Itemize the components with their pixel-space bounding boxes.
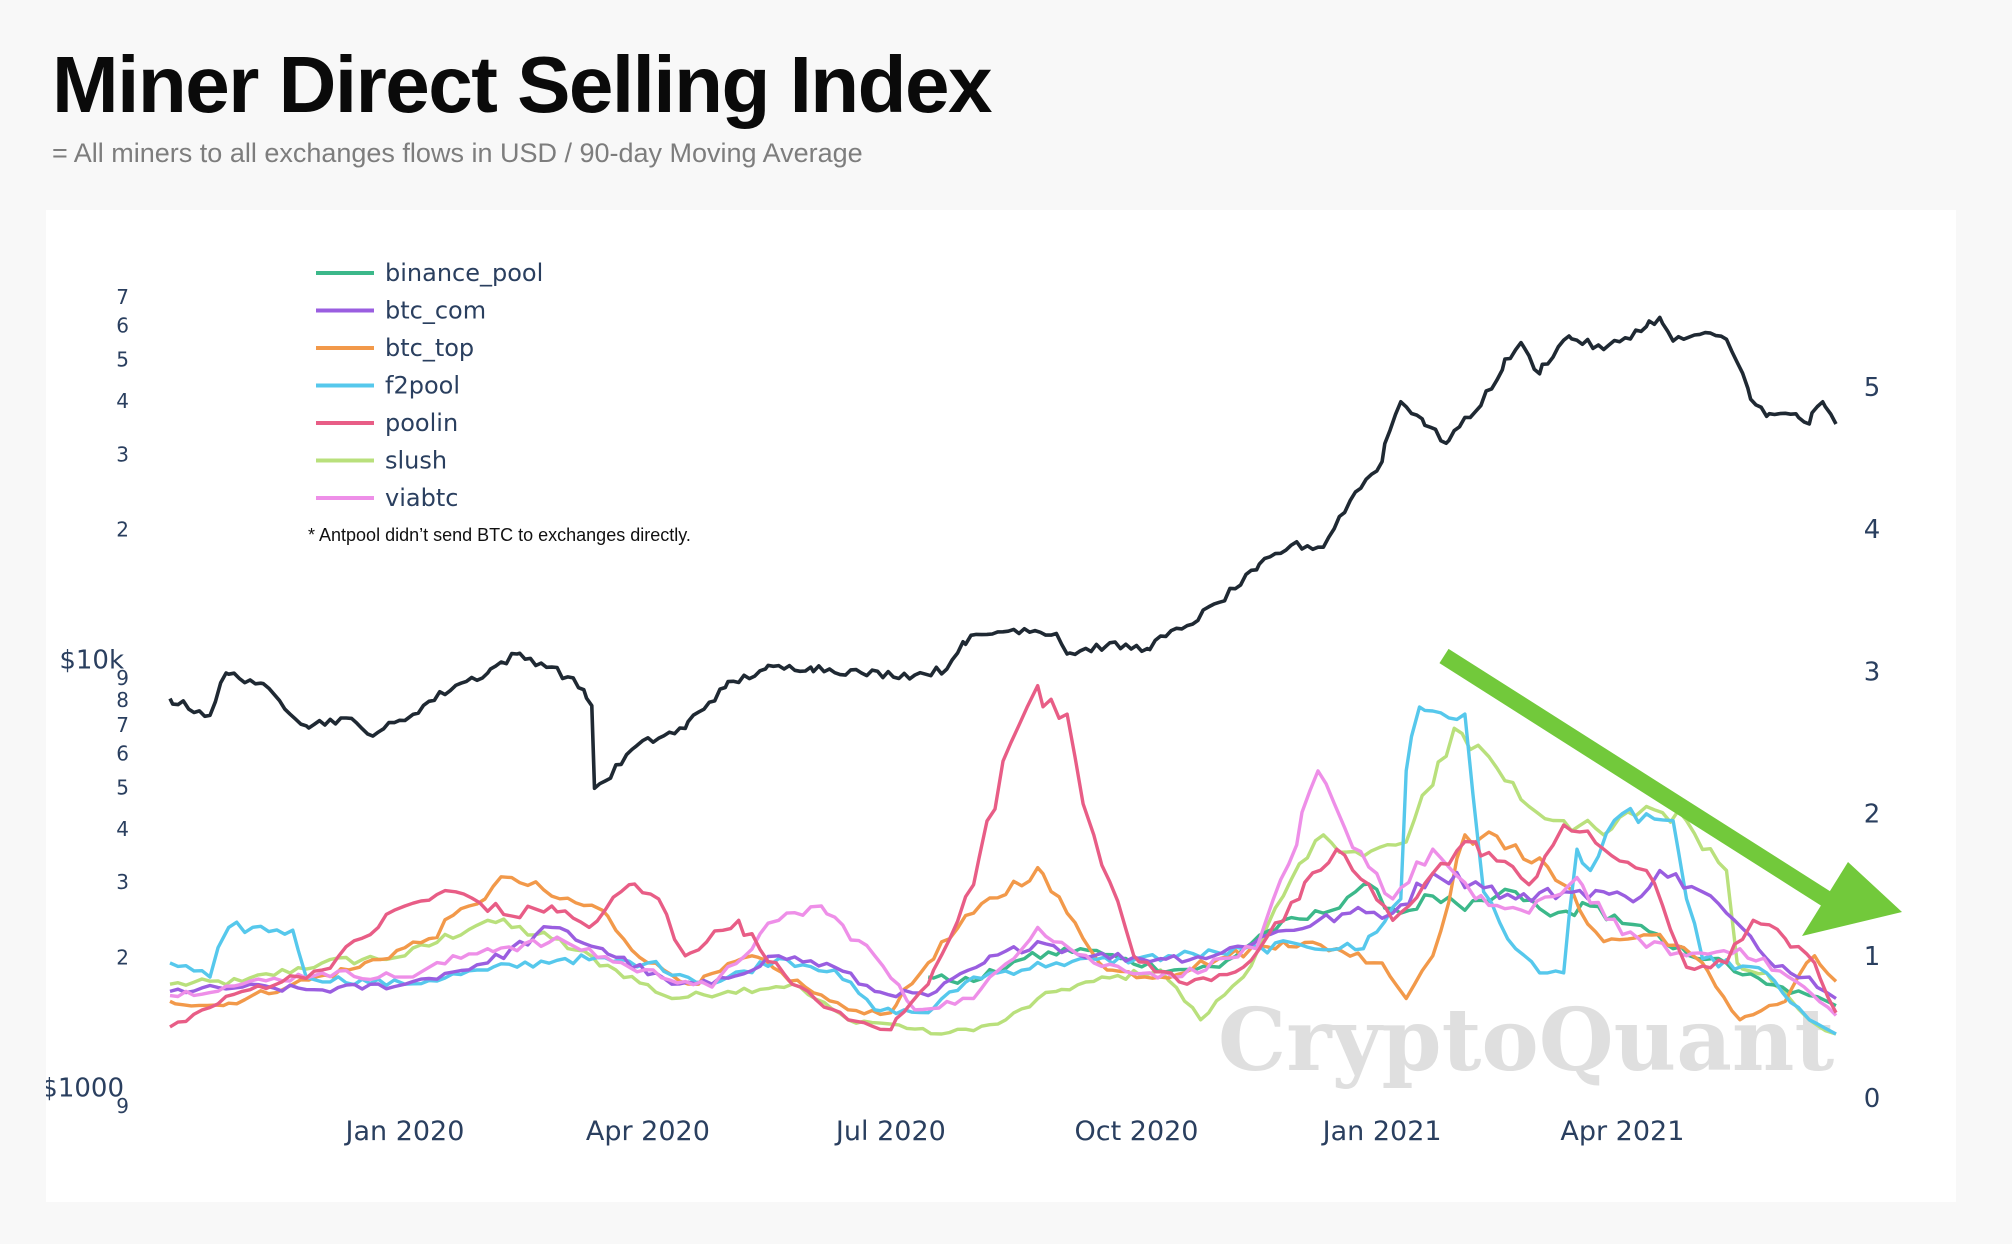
legend-label: f2pool — [385, 372, 460, 400]
right-axis-tick-label: 0 — [1864, 1084, 1881, 1114]
x-axis-ticks: Jan 2020 Apr 2020 Jul 2020 Oct 2020 Jan 2021… — [343, 1116, 1684, 1147]
right-axis-ticks: 0 1 2 3 4 5 — [1864, 373, 1881, 1114]
right-axis-tick-label: 1 — [1864, 942, 1881, 972]
legend-item-btc-com[interactable]: btc_com — [316, 297, 486, 325]
series-line-f2pool — [169, 705, 1837, 1036]
x-axis-tick-label: Oct 2020 — [1075, 1116, 1199, 1147]
left-axis-tick-label: 5 — [116, 775, 129, 799]
watermark-text: CryptoQuant — [1218, 990, 1835, 1091]
left-axis-tick-label: $10k — [59, 645, 124, 675]
right-axis-tick-label: 2 — [1864, 800, 1881, 830]
left-axis-tick-label: 8 — [116, 688, 129, 712]
left-axis-tick-label: 3 — [116, 870, 129, 894]
left-axis-tick-label: 4 — [116, 817, 129, 841]
legend-label: binance_pool — [385, 259, 543, 287]
legend-item-btc-top[interactable]: btc_top — [316, 334, 474, 362]
series-line-poolin — [169, 683, 1838, 1032]
series-line-viabtc — [169, 769, 1838, 1017]
trend-arrow-head — [1802, 862, 1902, 936]
watermark-group: CryptoQuant — [1218, 990, 1835, 1091]
left-axis-tick-label: 5 — [116, 347, 129, 371]
left-axis-tick-label: 6 — [116, 741, 129, 765]
series-line-btc-top — [169, 830, 1838, 1022]
left-axis-tick-label: 4 — [116, 389, 129, 413]
miner-series-lines — [169, 683, 1838, 1036]
right-axis-tick-label: 5 — [1864, 373, 1881, 403]
legend-item-binance-pool[interactable]: binance_pool — [316, 259, 543, 287]
right-axis-tick-label: 3 — [1864, 657, 1881, 687]
left-axis-tick-label: 7 — [116, 285, 129, 309]
left-axis-tick-label: 9 — [116, 666, 129, 690]
x-axis-tick-label: Apr 2020 — [586, 1116, 710, 1147]
x-axis-tick-label: Apr 2021 — [1560, 1116, 1684, 1147]
x-axis-tick-label: Jan 2021 — [1321, 1116, 1442, 1147]
series-line-slush — [169, 726, 1837, 1036]
legend-item-viabtc[interactable]: viabtc — [316, 484, 458, 512]
annotation-note: * Antpool didn’t send BTC to exchanges d… — [308, 525, 691, 545]
page-subtitle: = All miners to all exchanges flows in U… — [52, 138, 863, 168]
left-axis-tick-label: 6 — [116, 313, 129, 337]
page-title: Miner Direct Selling Index — [52, 40, 993, 129]
left-axis-tick-label: 2 — [116, 946, 129, 970]
legend-item-f2pool[interactable]: f2pool — [316, 372, 460, 400]
legend-label: poolin — [385, 409, 458, 437]
left-axis-tick-label: 7 — [116, 713, 129, 737]
legend-label: btc_com — [385, 297, 486, 325]
x-axis-tick-label: Jul 2020 — [834, 1116, 946, 1147]
legend-label: btc_top — [385, 334, 474, 362]
legend[interactable]: binance_pool btc_com btc_top f2pool poolin sl… — [316, 259, 543, 512]
trend-arrow-group — [1439, 648, 1902, 936]
x-axis-tick-label: Jan 2020 — [343, 1116, 464, 1147]
left-axis-tick-label: $1000 — [46, 1073, 124, 1103]
left-axis-tick-label: 2 — [116, 518, 129, 542]
right-axis-tick-label: 4 — [1864, 515, 1881, 545]
legend-item-poolin[interactable]: poolin — [316, 409, 458, 437]
left-axis-tick-label: 9 — [116, 1094, 129, 1118]
legend-item-slush[interactable]: slush — [316, 447, 447, 475]
legend-label: viabtc — [385, 484, 458, 512]
price-line — [168, 315, 1838, 791]
trend-arrow-shaft — [1439, 648, 1833, 908]
price-line-group — [168, 315, 1838, 791]
left-axis-tick-label: 3 — [116, 442, 129, 466]
legend-label: slush — [385, 447, 447, 475]
